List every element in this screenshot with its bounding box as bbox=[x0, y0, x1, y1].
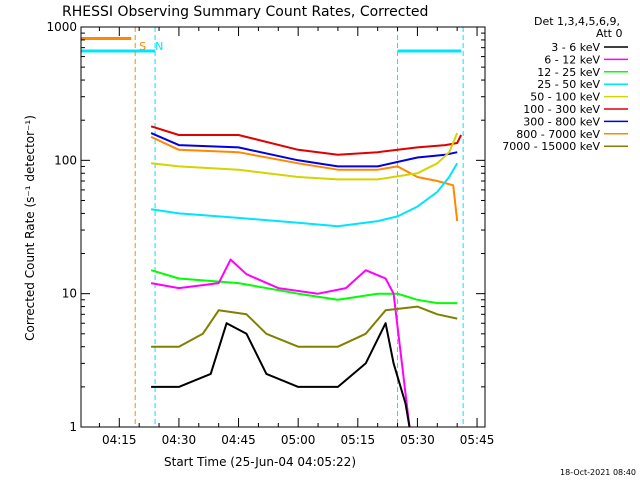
legend-header-line1: Det 1,3,4,5,6,9, bbox=[534, 15, 620, 28]
legend-header-line2: Att 0 bbox=[596, 27, 622, 40]
x-axis-label: Start Time (25-Jun-04 04:05:22) bbox=[164, 455, 356, 469]
footer-timestamp: 18-Oct-2021 08:40 bbox=[560, 468, 636, 477]
legend-entry-label: 25 - 50 keV bbox=[537, 78, 600, 91]
y-tick-label: 10 bbox=[62, 287, 77, 301]
x-tick-label: 05:15 bbox=[341, 433, 376, 447]
legend-entry-label: 12 - 25 keV bbox=[537, 66, 600, 79]
series-line-100-300-kev bbox=[150, 125, 462, 156]
series-line-3-6-kev bbox=[151, 322, 411, 428]
legend-entry-label: 7000 - 15000 keV bbox=[502, 140, 600, 153]
x-tick-label: 05:00 bbox=[281, 433, 316, 447]
legend-entry-label: 100 - 300 keV bbox=[523, 103, 600, 116]
series-line-25-50-kev bbox=[150, 162, 459, 228]
series-line-50-100-kev bbox=[150, 132, 459, 181]
legend-entry-label: 800 - 7000 keV bbox=[516, 128, 600, 141]
series-line-800-7000-kev bbox=[150, 135, 459, 222]
series-line-6-12-kev bbox=[150, 258, 411, 428]
series-line-7000-15000-kev bbox=[151, 305, 458, 348]
x-tick-label: 05:45 bbox=[460, 433, 495, 447]
y-tick-label: 1 bbox=[69, 420, 77, 434]
legend-entry-label: 3 - 6 keV bbox=[551, 41, 600, 54]
annotation-n: N bbox=[155, 40, 163, 53]
legend-entry-label: 300 - 800 keV bbox=[523, 115, 600, 128]
series-line-12-25-kev bbox=[150, 269, 458, 305]
x-tick-label: 05:30 bbox=[400, 433, 435, 447]
y-tick-label: 1000 bbox=[46, 20, 77, 34]
legend-entry-label: 50 - 100 keV bbox=[530, 91, 600, 104]
y-tick-label: 100 bbox=[54, 153, 77, 167]
x-tick-label: 04:45 bbox=[221, 433, 256, 447]
x-tick-label: 04:15 bbox=[102, 433, 137, 447]
plot-frame bbox=[80, 26, 486, 428]
chart-title: RHESSI Observing Summary Count Rates, Co… bbox=[62, 4, 428, 20]
plot-area: S N 1 10 100 1000 04:15 04:30 04:45 05:00 05:15 05:… bbox=[46, 20, 494, 447]
x-tick-label: 04:30 bbox=[162, 433, 197, 447]
y-axis-label: Corrected Count Rate (s⁻¹ detector⁻¹) bbox=[23, 115, 37, 341]
series-line-300-800-kev bbox=[150, 132, 458, 168]
legend-entry-label: 6 - 12 keV bbox=[544, 53, 600, 66]
annotation-s: S bbox=[139, 40, 146, 53]
